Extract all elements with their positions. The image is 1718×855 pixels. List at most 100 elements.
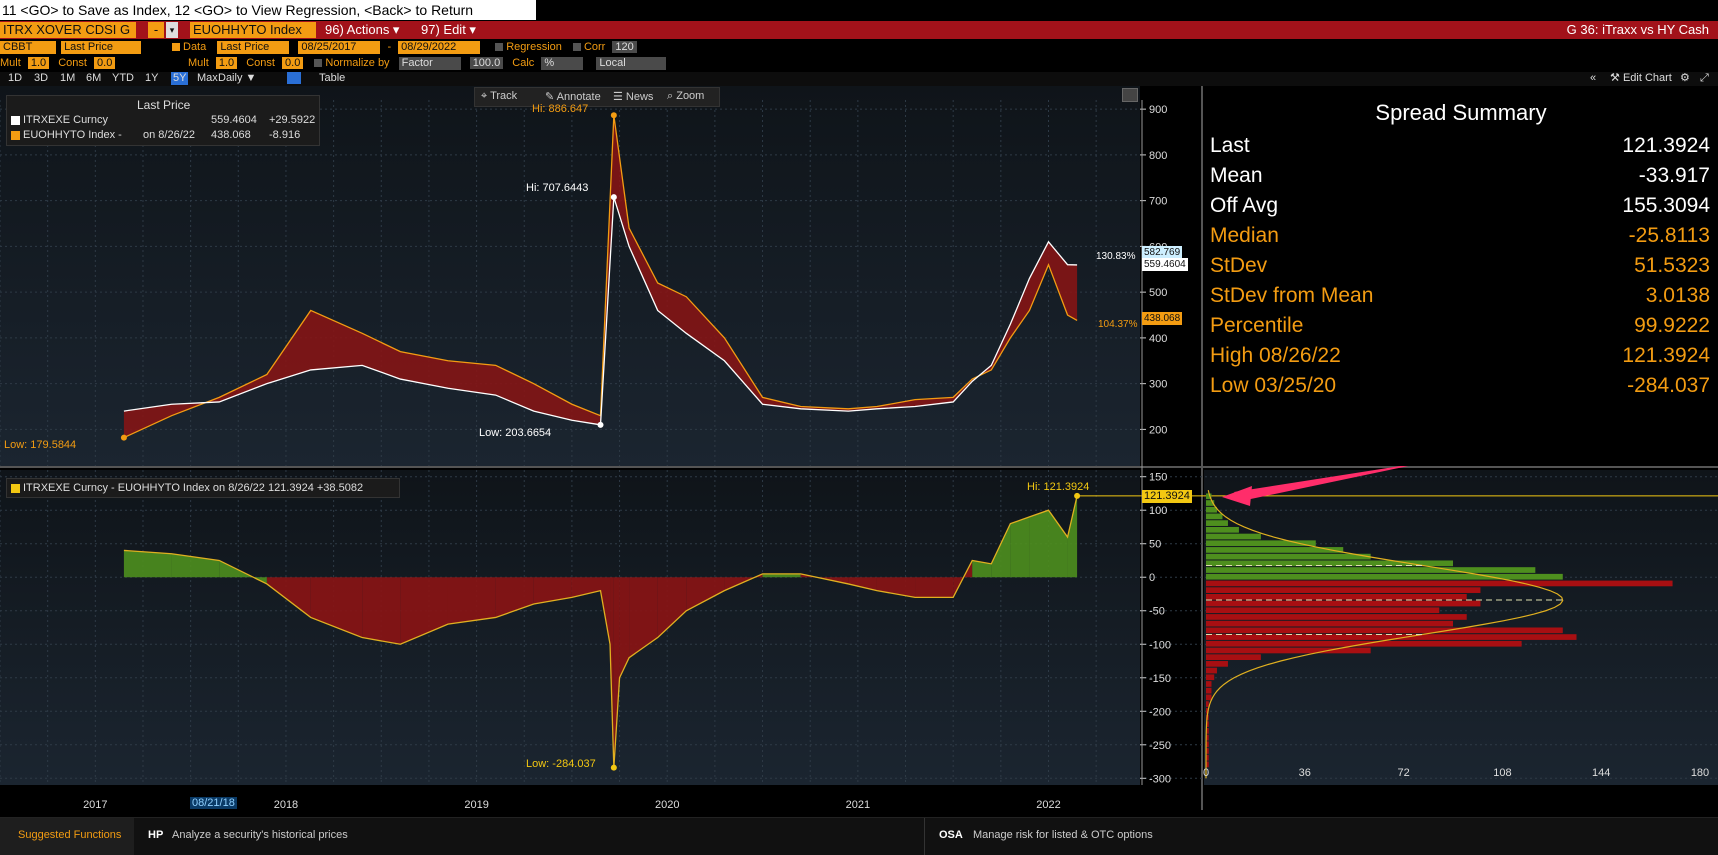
command-line[interactable]: 11 <GO> to Save as Index, 12 <GO> to Vie… bbox=[0, 0, 536, 20]
security-2-field[interactable]: EUOHHYTO Index bbox=[190, 22, 316, 38]
normalize-value-field[interactable]: 100.0 bbox=[469, 57, 504, 69]
histogram-x-tick: 144 bbox=[1592, 767, 1610, 779]
news-button[interactable]: ☰ News bbox=[613, 91, 654, 103]
histogram-bar bbox=[1206, 526, 1239, 533]
corr-checkbox[interactable]: Corr bbox=[572, 41, 605, 53]
settings-row-2: CBBT Last Price bbox=[0, 41, 142, 54]
x-tick-label: 2018 bbox=[274, 799, 298, 811]
const-field[interactable]: 0.0 bbox=[94, 57, 116, 69]
x-tick-label: 2022 bbox=[1036, 799, 1060, 811]
spread-segment bbox=[266, 577, 311, 618]
period-tab-1m[interactable]: 1M bbox=[60, 72, 76, 84]
function-osa[interactable]: OSA Manage risk for listed & OTC options bbox=[924, 818, 1718, 855]
legend-row-euohhyto[interactable]: EUOHHYTO Index - bbox=[11, 129, 122, 141]
normalize-checkbox[interactable]: Normalize by bbox=[314, 57, 390, 69]
histogram-bar bbox=[1206, 620, 1453, 627]
summary-key: Last bbox=[1210, 134, 1250, 157]
spread-segment bbox=[972, 560, 992, 578]
security-1-field[interactable]: ITRX XOVER CDSI G bbox=[0, 22, 136, 38]
period-tab-1y[interactable]: 1Y bbox=[145, 72, 159, 84]
upper-low-orange-label: Low: 179.5844 bbox=[4, 439, 77, 451]
summary-value: 99.9222 bbox=[1634, 314, 1710, 337]
series-line-euohhyto bbox=[123, 115, 1078, 439]
summary-row-off-avg: Off Avg 155.3094 bbox=[1210, 192, 1710, 220]
histogram-bar bbox=[1206, 761, 1209, 768]
period-tab-3d[interactable]: 3D bbox=[34, 72, 49, 84]
calc-field[interactable]: % bbox=[541, 57, 584, 70]
summary-row-last: Last 121.3924 bbox=[1210, 132, 1710, 160]
collapse-icon[interactable]: « bbox=[1590, 72, 1597, 84]
settings-row-3: Mult 1.0 Const 0.0 bbox=[0, 57, 116, 70]
start-date-field[interactable]: 08/25/2017 bbox=[298, 41, 381, 54]
end-date-field[interactable]: 08/29/2022 bbox=[398, 41, 481, 54]
suggested-functions-tab[interactable]: Suggested Functions bbox=[0, 818, 134, 855]
period-tab-5y[interactable]: 5Y bbox=[171, 72, 189, 85]
mult-field[interactable]: 1.0 bbox=[27, 57, 50, 69]
security-1-dropdown[interactable]: - bbox=[148, 22, 164, 38]
hi-marker-white bbox=[610, 194, 617, 201]
spread-segment bbox=[400, 577, 448, 645]
histogram-bar bbox=[1206, 681, 1212, 687]
pricing-source-field[interactable]: CBBT bbox=[0, 41, 56, 54]
zoom-button[interactable]: ⌕ Zoom bbox=[667, 90, 705, 102]
actions-menu[interactable]: 96) Actions ▾ bbox=[325, 22, 400, 37]
function-hp[interactable]: HP Analyze a security's historical price… bbox=[148, 829, 348, 841]
summary-value: 121.3924 bbox=[1622, 134, 1710, 157]
histogram-bar bbox=[1206, 607, 1440, 614]
normalize-type-field[interactable]: Factor bbox=[398, 57, 461, 70]
chart-tools: ⌖ Track ✎ Annotate ☰ News ⌕ Zoom bbox=[474, 87, 720, 107]
annotate-button[interactable]: ✎ Annotate bbox=[545, 91, 601, 103]
spread-segment bbox=[876, 577, 916, 598]
date-separator: - bbox=[387, 41, 392, 53]
y-tick-label-lower: -50 bbox=[1149, 606, 1165, 618]
period-tab-max[interactable]: Max bbox=[197, 72, 218, 84]
period-tab-ytd[interactable]: YTD bbox=[112, 72, 134, 84]
price-tag-cyan: 582.769 bbox=[1142, 246, 1183, 259]
summary-key: Off Avg bbox=[1210, 194, 1279, 217]
mult2-field[interactable]: 1.0 bbox=[215, 57, 238, 69]
security-dropdown-arrow[interactable]: ▾ bbox=[166, 22, 178, 38]
chart-type-icon[interactable] bbox=[287, 72, 301, 84]
spread-segment bbox=[495, 577, 534, 618]
legend-row2-value: 438.068 bbox=[211, 129, 251, 141]
edit-chart-button[interactable]: ⚒ Edit Chart bbox=[1610, 72, 1672, 84]
histogram-bar bbox=[1206, 500, 1215, 506]
summary-key: StDev from Mean bbox=[1210, 284, 1374, 307]
period-row bbox=[0, 72, 1718, 86]
const2-field[interactable]: 0.0 bbox=[282, 57, 304, 69]
summary-key: Median bbox=[1210, 224, 1279, 247]
histogram-bar bbox=[1206, 741, 1209, 748]
spread-segment bbox=[629, 577, 658, 658]
chart-options-icon[interactable] bbox=[1122, 88, 1138, 102]
summary-key: Percentile bbox=[1210, 314, 1304, 337]
frequency-dropdown[interactable]: Daily ▼ bbox=[218, 72, 257, 84]
summary-key: Mean bbox=[1210, 164, 1263, 187]
popout-icon[interactable]: ⤢ bbox=[1700, 72, 1709, 84]
data-color-swatch[interactable] bbox=[172, 43, 180, 52]
settings-icon[interactable]: ⚙ bbox=[1680, 72, 1690, 84]
spread-segment bbox=[571, 577, 601, 598]
period-tab-6m[interactable]: 6M bbox=[86, 72, 102, 84]
price-field-1[interactable]: Last Price bbox=[61, 41, 142, 54]
lower-legend[interactable]: ITRXEXE Curncy - EUOHHYTO Index on 8/26/… bbox=[6, 478, 400, 498]
spread-segment bbox=[762, 573, 801, 578]
regression-checkbox[interactable]: Regression bbox=[495, 41, 562, 53]
summary-value: 121.3924 bbox=[1622, 344, 1710, 367]
edit-menu[interactable]: 97) Edit ▾ bbox=[421, 22, 476, 37]
series-line-itrxexe bbox=[123, 196, 1078, 426]
price-field-2[interactable]: Last Price bbox=[217, 41, 290, 54]
table-button[interactable]: Table bbox=[319, 72, 346, 84]
period-tab-1d[interactable]: 1D bbox=[8, 72, 23, 84]
track-button[interactable]: ⌖ Track bbox=[481, 90, 518, 102]
histogram-bar bbox=[1206, 560, 1453, 567]
corr-window-field[interactable]: 120 bbox=[612, 41, 637, 53]
lower-price-tag: 121.3924 bbox=[1142, 490, 1192, 503]
histogram-x-tick: 108 bbox=[1493, 767, 1511, 779]
timezone-field[interactable]: Local bbox=[596, 57, 667, 70]
y-tick-label-upper: 500 bbox=[1149, 287, 1167, 299]
histogram-bar bbox=[1206, 533, 1261, 540]
screen-title: G 36: iTraxx vs HY Cash bbox=[1566, 22, 1709, 37]
histogram-bar bbox=[1206, 661, 1228, 667]
legend-row-itrxexe[interactable]: ITRXEXE Curncy bbox=[11, 114, 108, 126]
